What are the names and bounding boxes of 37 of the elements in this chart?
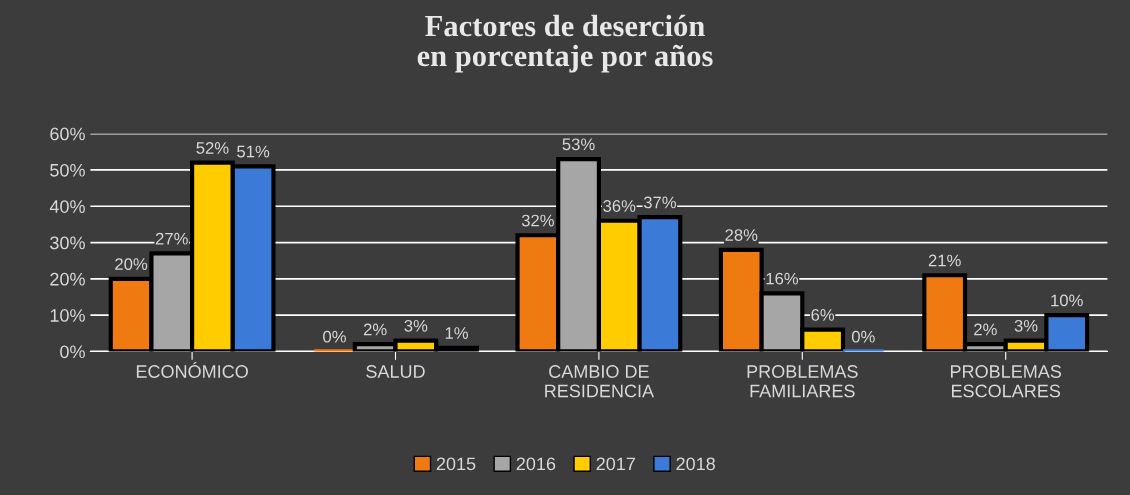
data-label: 36% bbox=[603, 200, 636, 212]
y-tick-label: 50% bbox=[50, 163, 85, 177]
data-label: 27% bbox=[155, 232, 188, 245]
data-label: 2% bbox=[363, 323, 387, 336]
data-label: 37% bbox=[643, 196, 677, 209]
data-label: 52% bbox=[196, 142, 229, 154]
legend-label: 2015 bbox=[436, 457, 476, 471]
data-label: 1% bbox=[445, 327, 468, 339]
y-tick-label: 10% bbox=[50, 309, 85, 322]
data-label: 53% bbox=[562, 138, 595, 151]
y-tick-label: 20% bbox=[50, 272, 85, 286]
x-tick-label: ECONÓMICO bbox=[136, 362, 248, 378]
data-label: 10% bbox=[1051, 294, 1083, 307]
data-label: 0% bbox=[851, 330, 875, 343]
y-tick-label: 40% bbox=[49, 200, 85, 213]
legend-label: 2017 bbox=[596, 457, 635, 471]
data-label: 16% bbox=[766, 272, 799, 285]
x-tick-label: PROBLEMAS ESCOLARES bbox=[950, 365, 1062, 398]
legend-label: 2016 bbox=[516, 457, 556, 471]
data-label: 3% bbox=[1014, 319, 1038, 332]
data-label: 32% bbox=[521, 214, 554, 227]
x-tick-label: PROBLEMAS FAMILIARES bbox=[747, 365, 858, 398]
data-label: 21% bbox=[928, 254, 961, 267]
x-tick-label: SALUD bbox=[366, 365, 425, 378]
data-label: 2% bbox=[974, 323, 997, 336]
data-label: 20% bbox=[115, 258, 148, 270]
legend-label: 2018 bbox=[676, 457, 715, 471]
data-label: 28% bbox=[725, 229, 758, 241]
x-tick-label: CAMBIO DE RESIDENCIA bbox=[545, 365, 655, 398]
data-label: 0% bbox=[323, 330, 346, 343]
y-tick-label: 0% bbox=[60, 345, 85, 359]
chart-title: Factores de deserción en porcentaje por años bbox=[417, 14, 713, 73]
y-tick-label: 60% bbox=[50, 127, 85, 141]
y-tick-label: 30% bbox=[50, 236, 85, 250]
data-label: 3% bbox=[404, 319, 428, 332]
data-label: 51% bbox=[237, 145, 270, 158]
data-label: 6% bbox=[811, 309, 835, 321]
